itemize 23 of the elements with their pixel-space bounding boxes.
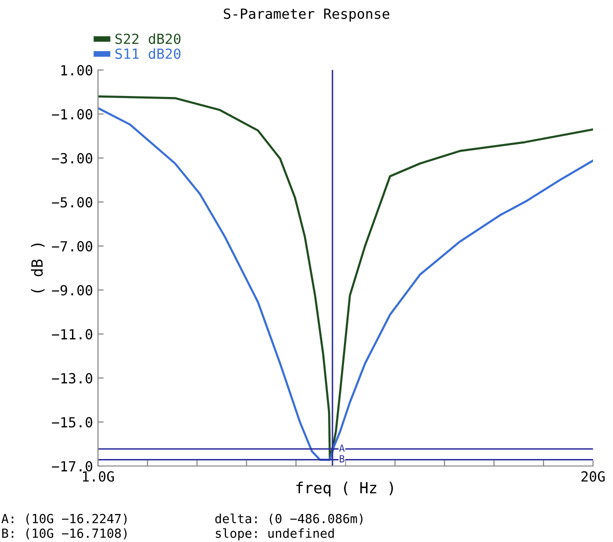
y-tick-label: −3.00 bbox=[52, 153, 92, 164]
text: slope: undefined bbox=[216, 528, 334, 540]
y-tick-label: −9.00 bbox=[52, 285, 92, 296]
chart-title: S-Parameter Response bbox=[224, 8, 390, 22]
x-tick-label: 1.0G bbox=[82, 471, 114, 482]
text: A: (10G −16.2247) bbox=[1, 514, 127, 525]
ref-line-label: A bbox=[339, 444, 345, 452]
text: delta: (0 −486.086m) bbox=[215, 514, 362, 525]
y-tick-label: −1.00 bbox=[52, 109, 92, 120]
y-tick-label: 1.00 bbox=[61, 65, 92, 76]
ref-line-label: B bbox=[340, 455, 344, 462]
x-axis-title: freq ( Hz ) bbox=[296, 482, 393, 496]
legend-label: S11 dB20 bbox=[115, 48, 180, 59]
text: B: (10G −16.7108) bbox=[2, 528, 127, 540]
x-tick-label: 20G bbox=[581, 471, 605, 482]
y-tick-label: −7.00 bbox=[52, 241, 92, 252]
legend-label: S22 dB20 bbox=[115, 33, 180, 44]
y-tick-label: −15.0 bbox=[52, 417, 92, 428]
y-axis-title: ( dB ) bbox=[30, 244, 45, 292]
y-tick-label: −5.00 bbox=[52, 197, 92, 208]
y-tick-label: −11.0 bbox=[52, 329, 92, 340]
y-tick-label: −17.0 bbox=[52, 461, 92, 472]
y-tick-label: −13.0 bbox=[52, 373, 92, 384]
